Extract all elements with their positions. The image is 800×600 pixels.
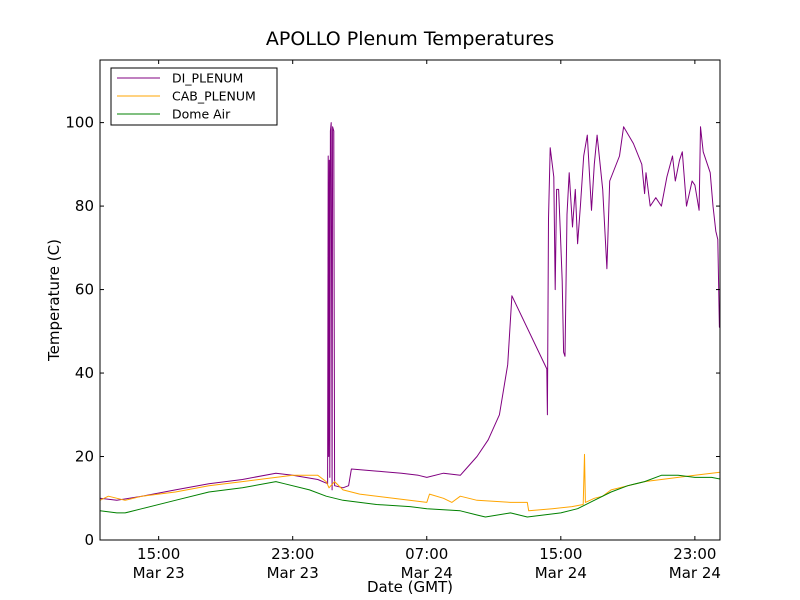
y-axis-label: Temperature (C) [45,239,63,362]
y-tick-label: 0 [84,531,94,549]
x-tick-label-date: Mar 23 [133,564,185,582]
y-tick-label: 40 [75,364,94,382]
x-tick-label-time: 23:00 [673,545,716,563]
chart-title: APOLLO Plenum Temperatures [266,28,554,50]
x-tick-label-date: Mar 24 [669,564,721,582]
x-tick-label-date: Mar 23 [267,564,319,582]
legend-label: Dome Air [172,107,231,122]
x-tick-label-date: Mar 24 [401,564,453,582]
plot-frame [99,59,721,541]
series-layer [100,122,720,518]
x-tick-label-time: 15:00 [137,545,180,563]
x-tick-label-date: Mar 24 [535,564,587,582]
y-tick-label: 20 [75,448,94,466]
series-line-dome-air [100,474,720,518]
y-tick-label: 80 [75,197,94,215]
legend-label: DI_PLENUM [172,71,243,86]
y-tick-label: 60 [75,281,94,299]
x-tick-label-time: 15:00 [539,545,582,563]
legend-label: CAB_PLENUM [172,89,256,104]
y-tick-label: 100 [65,114,94,132]
legend: DI_PLENUM CAB_PLENUM Dome Air [110,67,278,126]
series-line-di-plenum [100,122,720,501]
x-tick-label-time: 07:00 [405,545,448,563]
x-axis-label: Date (GMT) [367,578,453,596]
plot-area [100,60,720,540]
x-tick-label-time: 23:00 [271,545,314,563]
